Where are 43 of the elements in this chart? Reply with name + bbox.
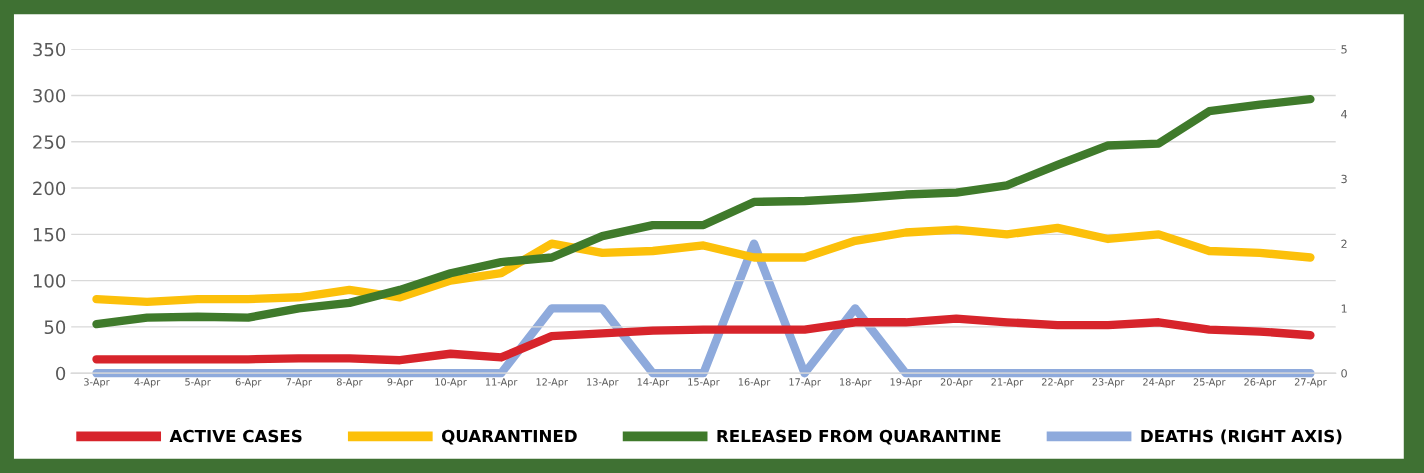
y-tick-label: 150	[33, 227, 66, 242]
y2-tick-label: 3	[1341, 174, 1347, 184]
x-tick-label: 14-Apr	[637, 378, 670, 388]
x-tick-label: 20-Apr	[940, 378, 973, 388]
legend-label: QUARANTINED	[441, 429, 577, 445]
y-tick-label: 100	[33, 274, 66, 288]
x-tick-label: 24-Apr	[1143, 378, 1175, 388]
x-tick-label: 15-Apr	[688, 378, 720, 388]
x-tick-label: 10-Apr	[435, 378, 467, 388]
x-tick-label: 8-Apr	[336, 378, 363, 388]
legend-label: ACTIVE CASES	[169, 429, 302, 443]
x-tick-label: 25-Apr	[1193, 378, 1226, 388]
x-tick-label: 18-Apr	[840, 378, 872, 388]
x-tick-label: 9-Apr	[387, 378, 414, 388]
legend-label: DEATHS (RIGHT AXIS)	[1141, 429, 1342, 445]
y-tick-label: 0	[56, 366, 66, 381]
x-tick-label: 22-Apr	[1041, 378, 1074, 388]
x-tick-label: 11-Apr	[485, 378, 518, 388]
y-tick-label: 350	[33, 42, 66, 57]
x-tick-label: 21-Apr	[991, 378, 1024, 388]
legend-label: RELEASED FROM QUARANTINE	[717, 429, 1001, 445]
y2-tick-label: 0	[1341, 369, 1347, 378]
y2-tick-label: 1	[1341, 304, 1347, 313]
y2-tick-label: 5	[1341, 45, 1347, 54]
y2-tick-label: 4	[1341, 110, 1348, 119]
y-tick-label: 250	[33, 135, 66, 149]
x-tick-label: 5-Apr	[185, 378, 211, 388]
y-tick-label: 200	[33, 181, 66, 196]
x-tick-label: 6-Apr	[235, 378, 262, 388]
y-tick-label: 300	[33, 88, 66, 103]
x-tick-label: 23-Apr	[1092, 378, 1125, 388]
y2-tick-label: 2	[1341, 239, 1347, 248]
x-tick-label: 13-Apr	[587, 378, 619, 388]
x-tick-label: 26-Apr	[1244, 378, 1277, 388]
x-tick-label: 4-Apr	[134, 378, 161, 388]
x-tick-label: 17-Apr	[789, 378, 821, 388]
x-tick-label: 16-Apr	[738, 378, 771, 388]
x-tick-label: 27-Apr	[1294, 378, 1327, 388]
y-tick-label: 50	[44, 320, 66, 335]
x-tick-label: 7-Apr	[286, 378, 312, 388]
x-tick-label: 19-Apr	[890, 378, 923, 388]
x-tick-label: 12-Apr	[536, 378, 568, 388]
x-tick-label: 3-Apr	[84, 378, 110, 388]
